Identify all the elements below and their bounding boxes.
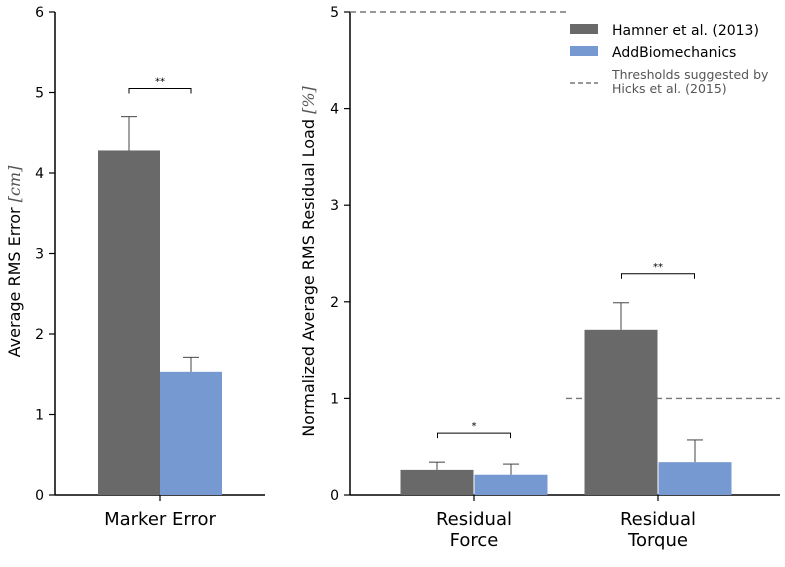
y-axis-label-text: Average RMS Error xyxy=(5,202,24,357)
y-tick-label: 2 xyxy=(35,327,44,343)
legend-entry-label: Hicks et al. (2015) xyxy=(612,81,727,96)
y-tick-label: 1 xyxy=(330,391,339,407)
y-tick-label: 4 xyxy=(35,166,44,182)
y-tick-label: 3 xyxy=(330,198,339,214)
y-tick-label: 5 xyxy=(35,86,44,102)
y-tick-label: 4 xyxy=(330,102,339,118)
y-tick-label: 1 xyxy=(35,408,44,424)
y-tick-label: 3 xyxy=(35,247,44,263)
x-tick-label: Residual xyxy=(436,509,512,530)
y-tick-label: 2 xyxy=(330,295,339,311)
bar-hamner xyxy=(98,150,160,495)
chart-panel-2: 0 1 2 3 4 5 Normalized Average RMS Residual Lo… xyxy=(299,5,780,551)
legend-swatch xyxy=(570,24,598,34)
y-axis-label-unit: [cm] xyxy=(5,165,24,202)
y-tick-label: 5 xyxy=(330,5,339,21)
y-tick-label: 0 xyxy=(35,488,44,504)
significance-bracket xyxy=(621,273,695,279)
chart-panel-1: 0 1 2 3 4 5 6 Average RMS Error [cm] Marker Erro… xyxy=(5,5,265,530)
significance-bracket xyxy=(437,432,511,439)
bar-hamner xyxy=(584,329,658,495)
x-tick-label: Residual xyxy=(620,509,696,530)
bar-addbiomechanics xyxy=(160,371,222,495)
significance-label: * xyxy=(472,421,477,432)
y-axis-label: Average RMS Error [cm] xyxy=(5,165,24,357)
bar-addbiomechanics xyxy=(658,462,732,495)
y-axis-label-text: Normalized Average RMS Residual Load xyxy=(299,114,318,437)
significance-bracket xyxy=(128,87,192,94)
x-tick-label: Marker Error xyxy=(104,509,216,530)
significance-label: ** xyxy=(653,262,663,273)
y-axis-label: Normalized Average RMS Residual Load [%] xyxy=(299,85,318,436)
x-tick-label: Torque xyxy=(627,530,688,551)
y-axis-label-unit: [%] xyxy=(299,85,318,113)
bar-addbiomechanics xyxy=(474,474,548,495)
y-tick-label: 0 xyxy=(330,488,339,504)
legend-entry-label: Hamner et al. (2013) xyxy=(612,23,759,39)
legend-entry-label: Thresholds suggested by xyxy=(611,67,769,82)
legend-swatch xyxy=(570,46,598,56)
legend-entry-label: AddBiomechanics xyxy=(612,45,736,61)
bar-hamner xyxy=(400,469,474,495)
x-tick-label: Force xyxy=(450,530,499,551)
legend: Hamner et al. (2013) AddBiomechanics Thres… xyxy=(570,23,769,96)
significance-label: ** xyxy=(155,76,165,87)
y-tick-label: 6 xyxy=(35,5,44,21)
